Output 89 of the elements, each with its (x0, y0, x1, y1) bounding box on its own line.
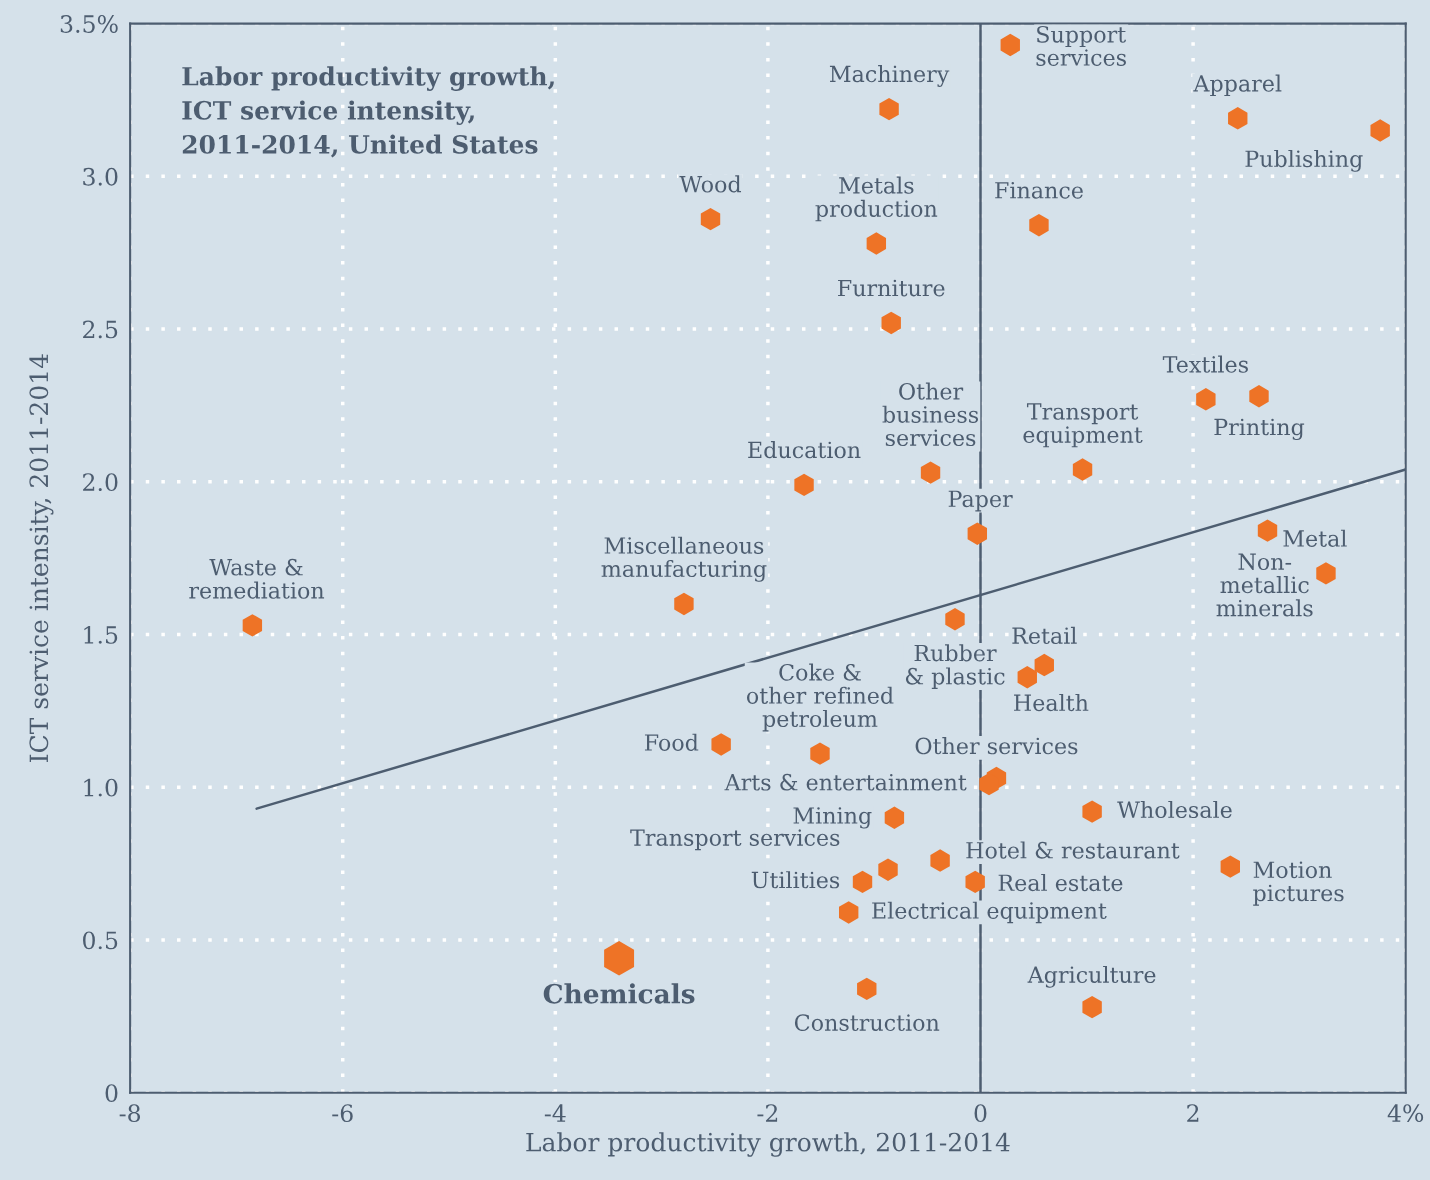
annotation: Retail (1012, 626, 1077, 645)
point (711, 733, 731, 756)
x-axis-title: Labor productivity growth, 2011-2014 (526, 1132, 1010, 1157)
annotation: Metals production (815, 176, 938, 222)
annotation: Transport equipment (1023, 403, 1143, 448)
point (967, 522, 988, 545)
annotation: Metal (1283, 529, 1347, 547)
y-tick-label: 0 (105, 1084, 118, 1102)
y-tick-label: 0.5 (83, 931, 118, 950)
point (810, 742, 830, 765)
point (879, 97, 899, 121)
point (1000, 33, 1020, 57)
annotation: Real estate (998, 873, 1123, 892)
point (945, 608, 965, 631)
point (1029, 214, 1049, 237)
point (866, 232, 887, 255)
point (794, 473, 814, 497)
x-tick-label: -2 (757, 1104, 778, 1122)
y-tick-label: 3.5% (60, 15, 118, 33)
annotation: Education (748, 441, 861, 459)
point (965, 870, 985, 894)
point (881, 311, 901, 335)
annotation: Health (1014, 693, 1089, 712)
annotation: Arts & entertainment (724, 773, 967, 791)
x-tick-label: 2 (1187, 1104, 1199, 1122)
annotation: Rubber & plastic (905, 644, 1005, 689)
x-tick-label: 4% (1387, 1104, 1424, 1123)
annotation: Textiles (1162, 355, 1248, 373)
x-tick-label: -6 (332, 1104, 353, 1123)
annotation: Apparel (1193, 74, 1282, 97)
point (700, 207, 721, 231)
point (1228, 107, 1248, 130)
annotation: Motion pictures (1253, 861, 1344, 906)
x-tick-label: -4 (544, 1104, 566, 1122)
point (979, 772, 999, 796)
y-tick-label: 2.5 (83, 320, 118, 339)
point (1370, 119, 1390, 142)
point (242, 614, 263, 637)
y-axis-title: ICT service intensity, 2011-2014 (29, 354, 54, 762)
point (1196, 388, 1216, 411)
point (1072, 458, 1093, 481)
annotation: Transport services (630, 829, 840, 851)
annotation: Miscellaneous manufacturing (601, 536, 767, 582)
point (1249, 385, 1269, 408)
annotation: Other services (915, 737, 1078, 755)
annotation: Agriculture (1027, 965, 1156, 988)
annotation: Wood (679, 175, 742, 193)
annotation: Mining (793, 807, 872, 829)
point (857, 977, 877, 1001)
point (1017, 666, 1037, 689)
annotation: Utilities (751, 871, 840, 889)
annotation: Electrical equipment (872, 901, 1107, 924)
point (1082, 800, 1102, 823)
annotation: Support services (1036, 25, 1127, 66)
point (852, 870, 873, 894)
point (1034, 653, 1054, 677)
text: Labor productivity growth, ICT service intensity, 2011-2014, United States (182, 66, 554, 158)
annotation: Wholesale (1117, 800, 1232, 819)
point (674, 592, 694, 616)
annotation: Publishing (1245, 149, 1363, 172)
point (878, 858, 898, 881)
annotation: Furniture (838, 279, 945, 297)
annotation: Machinery (829, 65, 950, 87)
annotation: Paper (948, 490, 1013, 512)
point (1257, 519, 1278, 542)
x-tick-label: 0 (974, 1104, 987, 1123)
point (1220, 855, 1240, 878)
x-tick-label: -8 (119, 1104, 141, 1123)
point (884, 806, 905, 829)
annotation: Finance (995, 182, 1083, 199)
annotation: Construction (794, 1014, 940, 1032)
annotation: Non- metallic minerals (1216, 553, 1313, 617)
annotation: Coke & other refined petroleum (746, 663, 894, 732)
y-tick-label: 1.5 (84, 625, 118, 644)
annotation: Other business services (882, 382, 979, 447)
y-tick-label: 2.0 (83, 473, 118, 492)
annotation: Chemicals (543, 983, 695, 1004)
point (920, 461, 941, 484)
y-tick-label: 1.0 (84, 778, 118, 797)
annotation: Hotel & restaurant (966, 841, 1180, 859)
point (839, 901, 859, 924)
point (930, 849, 950, 872)
y-tick-label: 3.0 (83, 167, 118, 186)
annotation: Printing (1214, 418, 1305, 440)
point (604, 940, 635, 976)
annotation: Food (644, 733, 699, 751)
point (1082, 995, 1102, 1019)
point (1316, 562, 1336, 585)
annotation: Waste & remediation (189, 558, 325, 599)
